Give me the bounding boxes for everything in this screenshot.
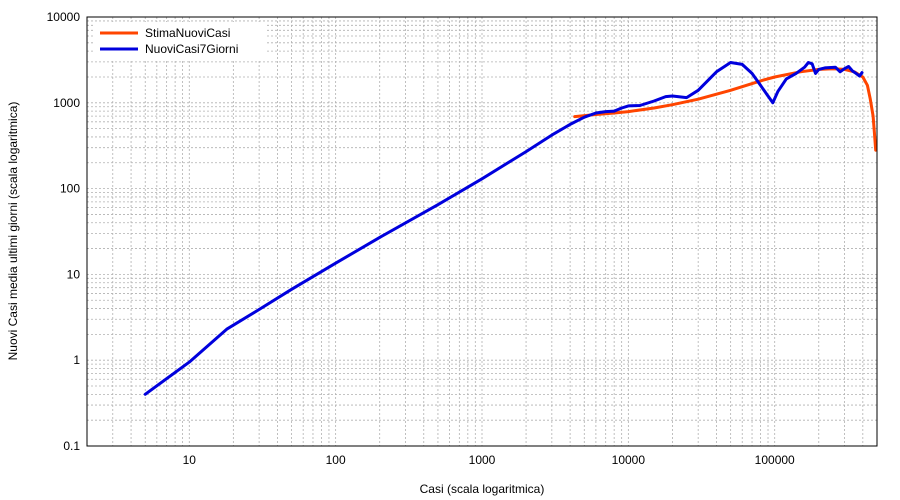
y-tick-label: 1	[73, 353, 80, 367]
series-line-nuovicasi7giorni	[143, 61, 864, 396]
legend-label-nuovicasi: NuoviCasi7Giorni	[145, 42, 238, 56]
series-layer	[143, 61, 878, 396]
legend-label-stima: StimaNuoviCasi	[145, 26, 230, 40]
y-tick-label: 1000	[53, 96, 80, 110]
legend-background	[95, 22, 265, 60]
y-tick-label: 10000	[47, 10, 81, 24]
y-axis-title: Nuovi Casi media ultimi giorni (scala lo…	[6, 102, 20, 361]
y-tick-label: 0.1	[63, 439, 80, 453]
x-tick-label: 10	[183, 453, 197, 467]
plot-frame	[86, 16, 878, 447]
x-tick-label: 100	[326, 453, 346, 467]
y-tick-label: 10	[67, 267, 81, 281]
x-axis-title: Casi (scala logaritmica)	[420, 482, 545, 496]
x-tick-label: 100000	[755, 453, 795, 467]
x-tick-label: 1000	[469, 453, 496, 467]
y-tick-label: 100	[60, 182, 80, 196]
legend: StimaNuoviCasi NuoviCasi7Giorni	[95, 22, 265, 60]
x-tick-label: 10000	[612, 453, 646, 467]
grid	[87, 17, 877, 446]
tick-labels: 10 100 1000 10000 100000 0.1 1 10 100 1000 10000	[47, 10, 795, 467]
